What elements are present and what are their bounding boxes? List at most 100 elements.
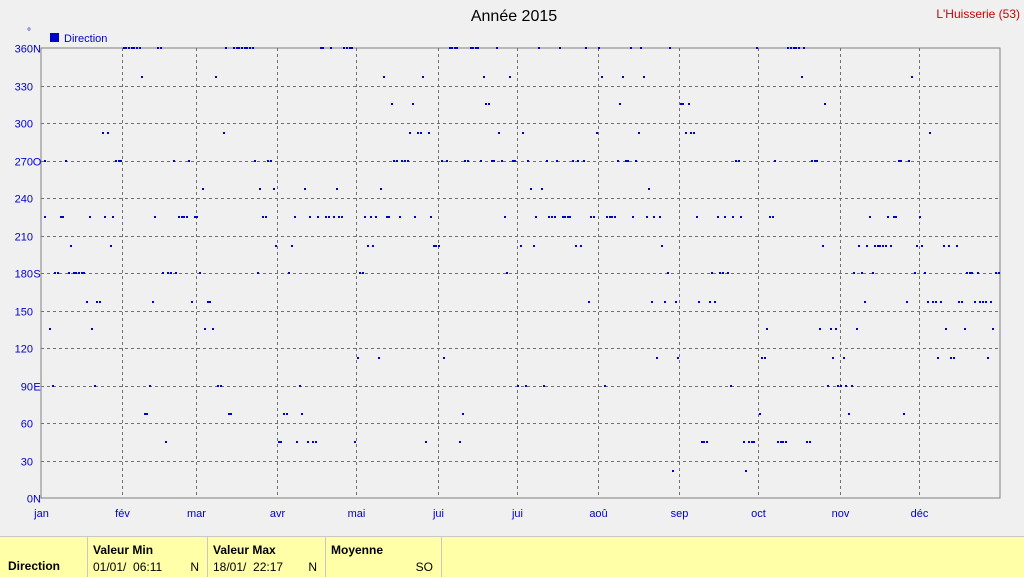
data-point [120,160,122,162]
data-point [738,160,740,162]
data-point [244,47,246,49]
data-point [367,245,369,247]
data-point [286,413,288,415]
x-tick-label: fév [115,508,130,520]
data-point [220,385,222,387]
data-point [464,160,466,162]
y-tick-label: 120 [15,344,33,356]
data-point [191,301,193,303]
data-point [54,272,56,274]
data-point [417,132,419,134]
data-point [351,47,353,49]
data-point [409,132,411,134]
avg-cell: Moyenne SO [326,537,442,577]
y-unit-label: ° [27,27,31,38]
data-point [399,216,401,218]
data-point [987,357,989,359]
data-point [275,245,277,247]
data-point [554,216,556,218]
data-point [853,272,855,274]
data-point [362,272,364,274]
y-tick-direction: E [33,382,40,394]
y-tick-label: 330 [15,82,33,94]
data-point [401,160,403,162]
data-point [924,272,926,274]
data-point [669,47,671,49]
data-point [512,160,514,162]
data-point [425,441,427,443]
data-point [851,385,853,387]
data-point [459,441,461,443]
data-point [593,216,595,218]
data-point [154,216,156,218]
data-point [414,216,416,218]
data-point [748,441,750,443]
x-tick-label: jan [33,508,49,520]
data-point [711,272,713,274]
data-point [375,216,377,218]
data-point [948,245,950,247]
data-point [943,245,945,247]
data-point [761,357,763,359]
wind-direction-chart: Année 2015 L'Huisserie (53) ° Direction … [15,7,1020,520]
data-point [732,216,734,218]
x-tick-label: nov [832,508,850,520]
x-tick-label: aoû [589,508,607,520]
data-point [950,357,952,359]
data-point [837,385,839,387]
data-point [611,216,613,218]
data-point [937,357,939,359]
data-point [420,132,422,134]
data-point [186,216,188,218]
data-point [357,357,359,359]
data-point [890,245,892,247]
data-point [990,301,992,303]
data-point [764,357,766,359]
data-point [433,245,435,247]
data-point [632,216,634,218]
data-point [661,245,663,247]
data-point [866,245,868,247]
data-point [753,441,755,443]
data-point [908,160,910,162]
data-point [872,272,874,274]
data-point [604,385,606,387]
data-point [590,216,592,218]
data-point [903,413,905,415]
data-point [617,160,619,162]
data-point [309,216,311,218]
data-point [346,47,348,49]
data-point [254,160,256,162]
data-point [835,328,837,330]
data-point [719,272,721,274]
data-point [982,301,984,303]
data-point [782,441,784,443]
data-point [99,301,101,303]
data-point [65,160,67,162]
min-suffix: N [190,560,199,574]
data-point [81,272,83,274]
data-point [467,160,469,162]
data-point [740,216,742,218]
data-point [638,132,640,134]
data-point [787,47,789,49]
data-point [520,245,522,247]
x-tick-label: oct [751,508,766,520]
data-point [257,272,259,274]
data-point [575,245,577,247]
data-point [307,441,309,443]
data-point [291,245,293,247]
data-point [102,132,104,134]
data-point [296,441,298,443]
data-point [567,216,569,218]
data-point [564,216,566,218]
data-point [533,245,535,247]
legend-swatch [50,33,59,42]
data-point [675,301,677,303]
data-point [992,328,994,330]
data-point [475,47,477,49]
data-point [209,301,211,303]
y-tick-label: 180 [15,269,33,281]
data-point [929,132,931,134]
y-tick-label: 30 [21,457,33,469]
